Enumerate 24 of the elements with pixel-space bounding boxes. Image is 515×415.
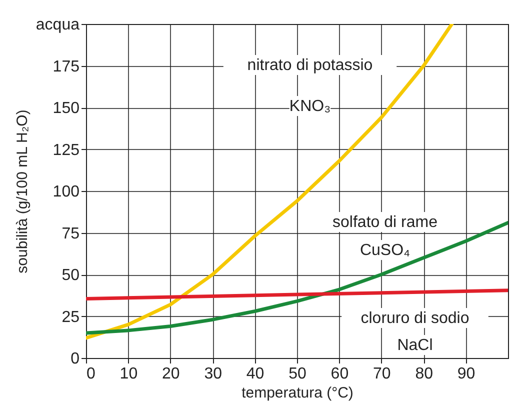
- y-tick-label: 25: [62, 308, 80, 326]
- x-tick-label: 40: [246, 366, 264, 382]
- x-axis-title: temperatura (°C): [242, 384, 354, 402]
- x-tick-label: 60: [330, 366, 349, 382]
- y-tick-label: acqua: [36, 16, 80, 34]
- text: nitrato di potassio KNO₃: [247, 57, 373, 115]
- x-tick-label: 50: [288, 366, 306, 382]
- x-tick-label: 0: [86, 366, 96, 382]
- x-tick-label: 80: [415, 366, 434, 382]
- x-tick-label: 90: [457, 366, 476, 382]
- y-tick-label: 100: [52, 184, 80, 200]
- x-tick-label: 20: [162, 366, 180, 382]
- y-tick-label: 50: [62, 267, 80, 284]
- x-tick-label: 70: [373, 366, 391, 382]
- series-label: cloruro di sodio NaCl: [360, 310, 470, 354]
- y-tick-label: 150: [52, 100, 80, 117]
- y-axis-title: soubilità (g/100 mL H₂O): [14, 110, 31, 274]
- y-tick-label: 75: [62, 225, 80, 242]
- y-tick-label: 175: [52, 58, 80, 76]
- y-tick-label: 125: [52, 142, 80, 159]
- x-tick-label: 10: [120, 366, 138, 382]
- y-tick-label: 0: [70, 350, 80, 368]
- series-label: solfato di rame CuSO₄: [332, 214, 438, 259]
- x-tick-label: 30: [204, 366, 222, 382]
